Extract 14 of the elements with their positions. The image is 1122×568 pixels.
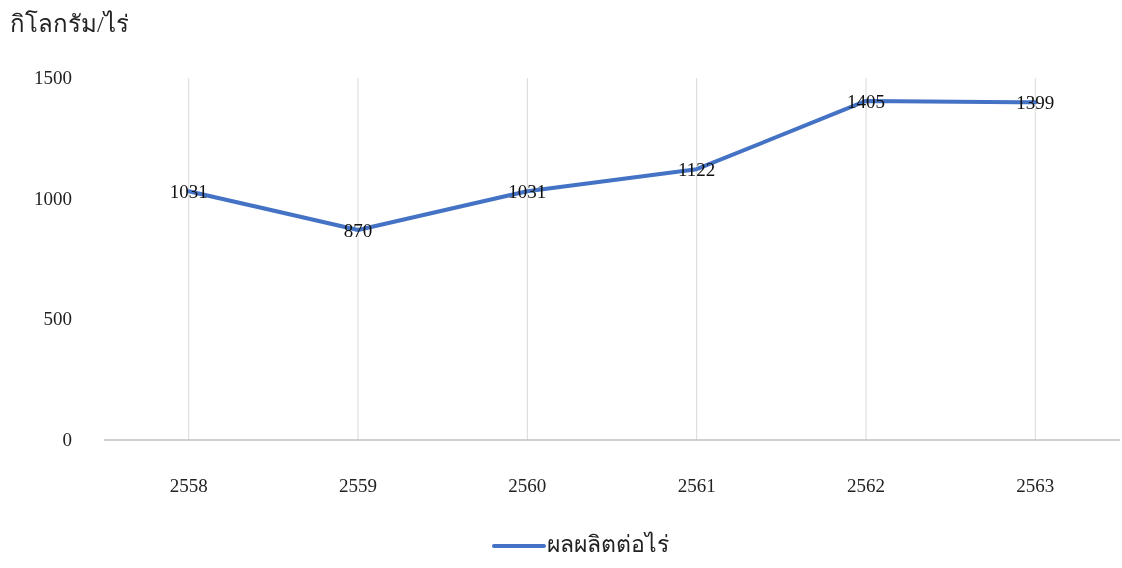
x-tick-label: 2559 — [339, 475, 377, 496]
y-tick-label: 0 — [62, 429, 72, 450]
y-tick-label: 1500 — [34, 67, 72, 88]
y-axis-title: กิโลกรัม/ไร่ — [10, 10, 129, 37]
data-label: 1031 — [169, 181, 208, 203]
y-tick-label: 500 — [43, 308, 72, 330]
x-tick-label: 2563 — [1016, 475, 1055, 496]
y-tick-label: 1000 — [34, 187, 72, 209]
data-label: 1399 — [1016, 92, 1055, 114]
x-tick-label: 2558 — [169, 475, 208, 496]
legend-label: ผลผลิตต่อไร่ — [547, 531, 669, 557]
x-tick-label: 2562 — [847, 475, 885, 496]
x-tick-label: 2561 — [677, 475, 716, 496]
x-tick-label: 2560 — [508, 475, 547, 496]
